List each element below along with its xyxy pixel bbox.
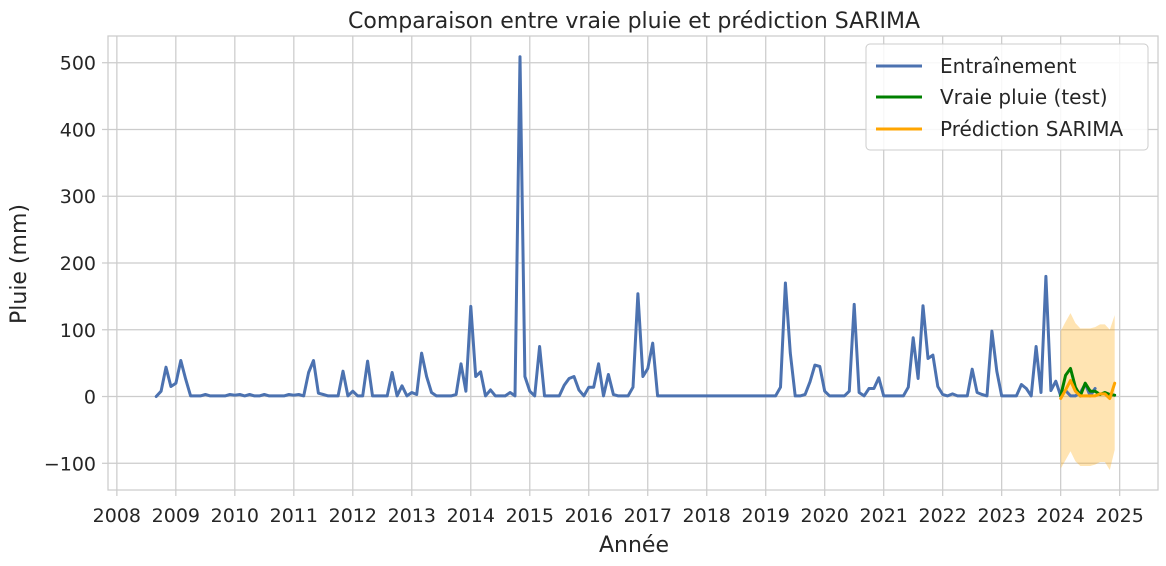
x-tick-label: 2020 <box>801 505 849 527</box>
x-tick-label: 2013 <box>388 505 436 527</box>
train-series-line <box>154 55 1097 398</box>
y-tick-label: 400 <box>60 119 96 141</box>
x-tick-label: 2010 <box>211 505 259 527</box>
y-axis-label: Pluie (mm) <box>7 204 32 324</box>
x-tick-label: 2023 <box>978 505 1026 527</box>
y-tick-label: 500 <box>60 53 96 75</box>
x-tick-label: 2009 <box>152 505 200 527</box>
x-tick-label: 2025 <box>1095 505 1143 527</box>
legend-label-prediction-sarima: Prédiction SARIMA <box>940 117 1124 141</box>
forecast-series-line <box>1059 379 1117 400</box>
x-tick-label: 2011 <box>270 505 318 527</box>
x-tick-label: 2019 <box>742 505 790 527</box>
y-tick-label: −100 <box>44 453 96 475</box>
x-tick-label: 2024 <box>1036 505 1084 527</box>
x-tick-label: 2022 <box>919 505 967 527</box>
legend-label-entrainement: Entraînement <box>940 54 1077 78</box>
grid-lines <box>108 36 1158 490</box>
y-tick-label: 100 <box>60 320 96 342</box>
x-axis-label: Année <box>599 533 669 558</box>
x-tick-label: 2018 <box>683 505 731 527</box>
y-tick-label: 300 <box>60 186 96 208</box>
y-tick-label: 0 <box>84 387 96 409</box>
y-tick-label: 200 <box>60 253 96 275</box>
x-tick-label: 2012 <box>329 505 377 527</box>
tick-labels: 2008 2009 2010 2011 2012 2013 2014 2015 2016 2017… <box>44 53 1144 527</box>
x-tick-label: 2016 <box>565 505 613 527</box>
legend-box <box>865 43 1149 151</box>
series-lines <box>154 55 1117 400</box>
legend-label-vraie-pluie: Vraie pluie (test) <box>940 85 1108 109</box>
x-tick-label: 2008 <box>93 505 141 527</box>
x-tick-label: 2014 <box>447 505 495 527</box>
x-tick-label: 2021 <box>860 505 908 527</box>
legend: Entraînement Vraie pluie (test) Prédicti… <box>865 43 1149 151</box>
chart-title: Comparaison entre vraie pluie et prédict… <box>348 9 920 34</box>
x-tick-label: 2017 <box>624 505 672 527</box>
x-tick-label: 2015 <box>506 505 554 527</box>
